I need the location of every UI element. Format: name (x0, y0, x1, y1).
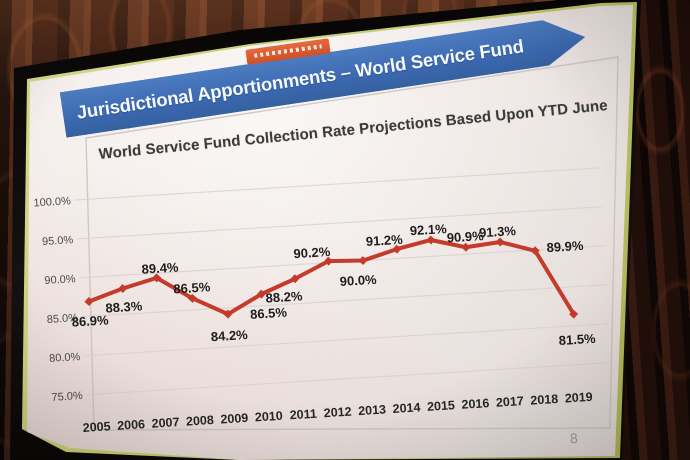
data-point-label: 88.3% (105, 298, 143, 315)
x-tick-label: 2005 (82, 419, 111, 435)
x-tick-label: 2018 (530, 392, 559, 408)
data-point-marker (187, 293, 197, 303)
x-tick-label: 2016 (461, 396, 490, 412)
data-point-label: 90.9% (446, 228, 484, 245)
data-point-marker (358, 256, 368, 266)
data-point-label: 91.3% (479, 223, 517, 240)
data-point-label: 86.5% (173, 279, 211, 296)
x-tick-label: 2019 (564, 390, 593, 406)
y-tick-label: 85.0% (46, 312, 78, 326)
x-tick-label: 2009 (220, 411, 249, 427)
data-point-label: 92.1% (409, 221, 447, 238)
data-point-label: 90.0% (339, 272, 377, 289)
x-tick-label: 2007 (151, 415, 180, 431)
x-tick-label: 2013 (358, 402, 387, 418)
y-tick-label: 90.0% (44, 273, 76, 287)
data-point-marker (569, 309, 579, 319)
slide-page-number: 8 (569, 429, 579, 447)
data-point-marker (256, 289, 266, 299)
data-point-marker (323, 256, 333, 266)
data-point-label: 84.2% (210, 327, 248, 344)
data-point-marker (530, 246, 540, 256)
data-point-label: 86.5% (250, 305, 288, 322)
x-tick-label: 2015 (427, 398, 456, 414)
data-point-label: 91.2% (365, 232, 403, 249)
data-point-label: 86.9% (71, 312, 109, 329)
x-tick-label: 2008 (186, 413, 215, 429)
data-point-label: 81.5% (558, 331, 596, 348)
x-tick-label: 2014 (392, 400, 421, 416)
data-point-label: 88.2% (265, 288, 303, 305)
y-tick-label: 100.0% (33, 195, 71, 209)
x-tick-label: 2006 (117, 417, 146, 433)
y-tick-label: 95.0% (42, 234, 74, 248)
x-tick-label: 2011 (289, 407, 317, 423)
data-point-label: 89.4% (141, 259, 179, 276)
y-tick-label: 80.0% (49, 351, 81, 365)
data-point-marker (392, 244, 402, 254)
x-tick-label: 2012 (323, 405, 352, 421)
data-point-marker (84, 297, 94, 307)
data-point-marker (426, 235, 436, 245)
line-chart: 100.0% 95.0% 90.0% 85.0% 80.0% 75.0% 2005 2006 2… (33, 167, 612, 435)
data-point-marker (118, 284, 128, 294)
data-point-marker (290, 274, 300, 284)
x-tick-label: 2017 (496, 394, 525, 410)
x-tick-label: 2010 (255, 409, 284, 425)
data-point-marker (152, 273, 162, 283)
y-tick-label: 75.0% (51, 390, 83, 404)
data-point-label: 90.2% (293, 244, 331, 261)
data-point-label: 89.9% (546, 238, 584, 255)
data-point-marker (495, 237, 505, 247)
data-point-marker (223, 309, 233, 319)
data-point-marker (461, 242, 471, 252)
